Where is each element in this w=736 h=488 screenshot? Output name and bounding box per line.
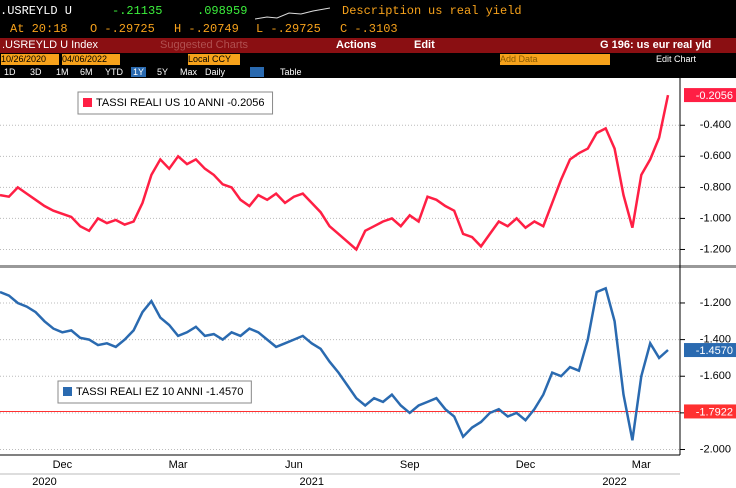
y-tick-label: -1.600	[700, 370, 731, 382]
period-button[interactable]: 1Y	[131, 67, 147, 77]
legend-label: TASSI REALI US 10 ANNI -0.2056	[96, 97, 265, 109]
y-tick-label: -2.000	[700, 443, 731, 455]
x-tick-label: Dec	[53, 459, 73, 471]
add-data[interactable]: Add Data	[500, 54, 610, 65]
legend-swatch	[63, 387, 72, 396]
description-label: Description	[342, 4, 422, 18]
y-tick-label: -1.200	[700, 297, 731, 309]
change-pct: .098959	[197, 4, 248, 18]
actions[interactable]: Actions	[336, 39, 377, 51]
sparkline	[255, 7, 330, 20]
period-button[interactable]: 1M	[56, 67, 69, 77]
x-year-label: 2022	[602, 476, 626, 488]
ticker: .USREYLD U	[0, 4, 73, 18]
high: H -.20749	[174, 22, 239, 36]
time: At 20:18	[10, 22, 68, 36]
legend-box	[57, 380, 252, 404]
x-tick-label: Dec	[516, 459, 536, 471]
start-date[interactable]: 10/26/2020	[1, 54, 59, 65]
y-tick-label: -0.600	[700, 150, 731, 162]
x-tick-label: Jun	[285, 459, 303, 471]
y-tick-label: -1.200	[700, 243, 731, 255]
currency[interactable]: Local CCY	[188, 54, 240, 65]
end-date[interactable]: 04/06/2022	[62, 54, 120, 65]
y-tick-label: -0.800	[700, 181, 731, 193]
y-tick-label: -1.400	[700, 334, 731, 346]
reference-label-box	[684, 404, 736, 419]
open: O -.29725	[90, 22, 155, 36]
close: C -.3103	[340, 22, 398, 36]
legend-swatch	[83, 98, 92, 107]
toolbar	[0, 38, 736, 53]
period-button[interactable]: YTD	[105, 67, 123, 77]
last-value-label: -1.4570	[696, 345, 733, 357]
description: us real yield	[428, 4, 522, 18]
x-year-label: 2021	[299, 476, 323, 488]
chart: -0.400 -0.600 -0.800 -1.000 -1.200 -0.2056 TAS…	[0, 78, 736, 488]
series-line	[0, 94, 670, 252]
y-tick-label: -1.000	[700, 212, 731, 224]
last-value-box	[684, 343, 736, 358]
chart-icon[interactable]	[250, 67, 264, 77]
reference-label: -1.7922	[696, 406, 733, 418]
period-button[interactable]: 5Y	[157, 67, 169, 77]
legend-box	[77, 91, 274, 115]
chart-name: G 196: us eur real yld	[600, 39, 712, 51]
frequency[interactable]: Daily	[205, 67, 226, 77]
period-button[interactable]: 1D	[4, 67, 16, 77]
index-name[interactable]: .USREYLD U Index	[2, 39, 98, 51]
period-bar: 1D 3D 1M 6M YTD 1Y 5Y Max	[0, 66, 736, 78]
x-tick-label: Mar	[632, 459, 651, 471]
low: L -.29725	[256, 22, 321, 36]
x-year-label: 2020	[32, 476, 56, 488]
period-button[interactable]: Max	[180, 67, 198, 77]
edit-chart[interactable]: Edit Chart	[656, 54, 697, 64]
period-button[interactable]: 6M	[80, 67, 93, 77]
change: -.21135	[112, 4, 163, 18]
edit[interactable]: Edit	[414, 39, 435, 51]
y-tick-label: -0.400	[700, 119, 731, 131]
table[interactable]: Table	[280, 67, 302, 77]
suggested-charts[interactable]: Suggested Charts	[160, 39, 249, 51]
last-value-label: -0.2056	[696, 90, 733, 102]
panel-separator	[0, 265, 736, 268]
x-tick-label: Sep	[400, 459, 420, 471]
plot-background	[0, 78, 736, 488]
last-value-box	[684, 88, 736, 103]
x-tick-label: Mar	[169, 459, 188, 471]
series-line	[0, 286, 669, 441]
legend-label: TASSI REALI EZ 10 ANNI -1.4570	[76, 386, 243, 398]
period-button[interactable]: 3D	[30, 67, 42, 77]
